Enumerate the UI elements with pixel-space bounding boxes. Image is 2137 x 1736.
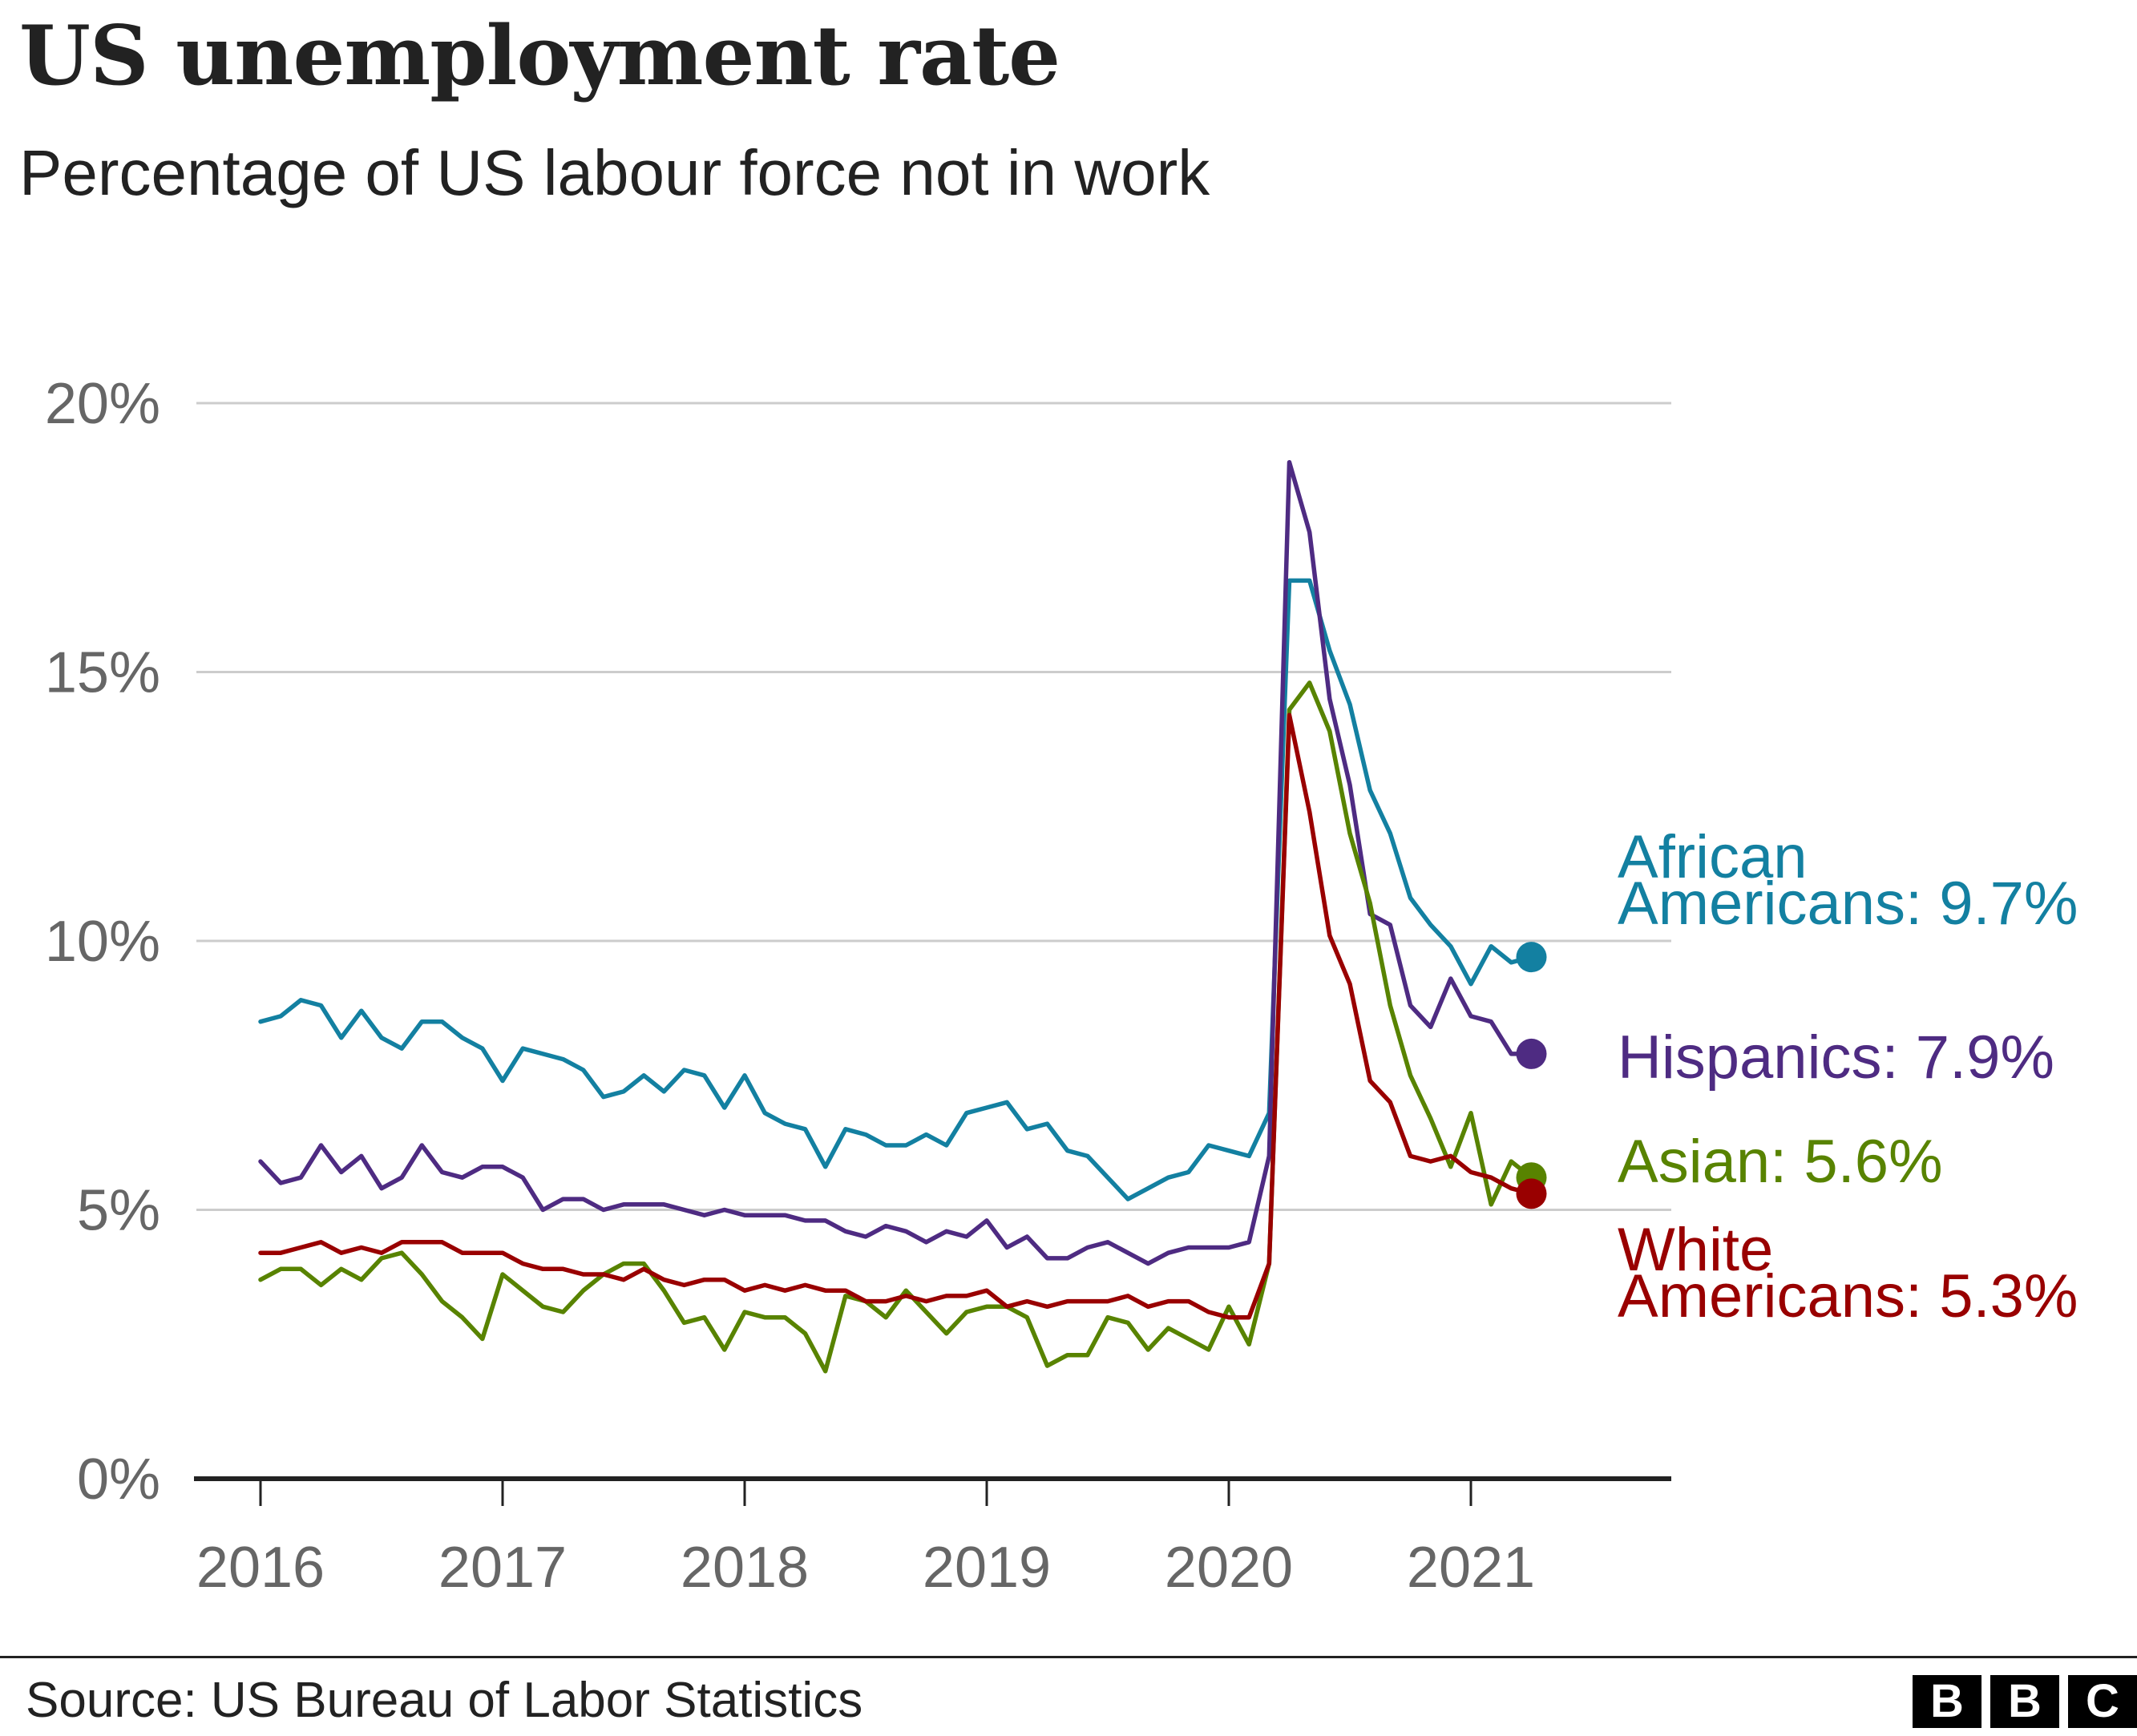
x-tick-label-2020: 2020: [1165, 1536, 1293, 1600]
source-note: Source: US Bureau of Labor Statistics: [26, 1673, 863, 1728]
bbc-logo: B B C: [1913, 1675, 2137, 1728]
series-label-3-line-1: Americans: 5.3%: [1618, 1262, 2078, 1330]
series-label-0-line-1: Americans: 9.7%: [1618, 870, 2078, 938]
grid-lines: [196, 402, 1671, 1211]
chart-subtitle: Percentage of US labour force not in wor…: [19, 137, 1210, 208]
series-end-marker-3: [1516, 1178, 1547, 1209]
x-tick-label-2021: 2021: [1407, 1536, 1535, 1600]
series-end-marker-1: [1516, 1038, 1547, 1069]
series-label-1-line-0: Hispanics: 7.9%: [1618, 1023, 2054, 1092]
series-label-0-line-0: African: [1618, 823, 1808, 891]
y-tick-label-10: 10%: [45, 910, 160, 974]
series-label-2-line-0: Asian: 5.6%: [1618, 1128, 1943, 1196]
line-chart: 0% 5% 10% 15% 20% 2016 2017 2018 2019 2020 2021 A…: [45, 372, 2078, 1600]
series-label-3-line-0: White: [1618, 1216, 1773, 1284]
x-tick-label-2018: 2018: [681, 1536, 809, 1600]
y-tick-label-15: 15%: [45, 641, 160, 705]
footer-divider: [0, 1656, 2137, 1658]
y-tick-label-0: 0%: [77, 1447, 160, 1512]
logo-letter-b1: B: [1913, 1675, 1981, 1728]
series-line-1: [258, 460, 1534, 1266]
x-tick-label-2017: 2017: [438, 1536, 567, 1600]
series-line-0: [258, 578, 1534, 1201]
x-tick-label-2016: 2016: [196, 1536, 325, 1600]
y-tick-label-20: 20%: [45, 372, 160, 436]
series-line-2: [258, 680, 1534, 1374]
chart-title: US unemployment rate: [19, 8, 1060, 104]
y-axis-labels: 0% 5% 10% 15% 20%: [45, 372, 160, 1512]
logo-letter-b2: B: [1990, 1675, 2059, 1728]
logo-letter-c: C: [2068, 1675, 2137, 1728]
x-axis: 2016 2017 2018 2019 2020 2021: [194, 1476, 1671, 1600]
series-lines: [258, 460, 1547, 1374]
series-end-marker-0: [1516, 942, 1547, 973]
series-line-3: [258, 713, 1534, 1320]
x-tick-label-2019: 2019: [923, 1536, 1051, 1600]
y-tick-label-5: 5%: [77, 1179, 160, 1243]
